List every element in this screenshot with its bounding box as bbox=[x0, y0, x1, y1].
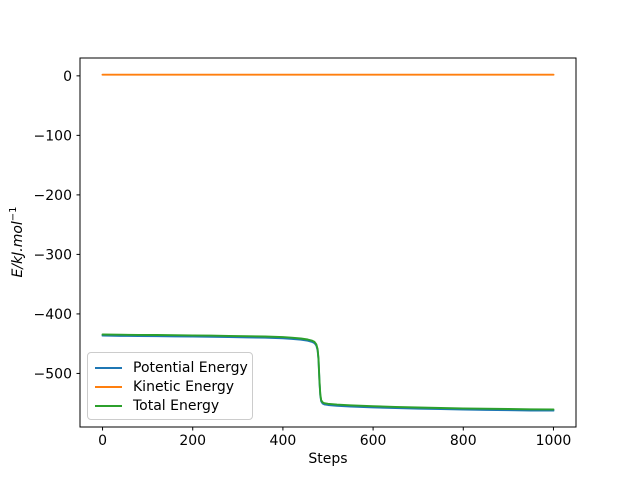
legend-label: Kinetic Energy bbox=[133, 378, 235, 395]
y-tick-label: 0 bbox=[63, 69, 72, 85]
y-tick-label: −400 bbox=[34, 307, 72, 323]
legend-label: Potential Energy bbox=[133, 359, 248, 376]
y-tick-label: −500 bbox=[34, 366, 72, 382]
x-tick-label: 400 bbox=[270, 433, 297, 449]
x-tick-label: 600 bbox=[360, 433, 387, 449]
y-axis-label-superscript: −1 bbox=[8, 206, 20, 222]
x-axis-label: Steps bbox=[308, 451, 348, 467]
legend-line-sample-total bbox=[95, 404, 122, 407]
legend-item-potential-energy: Potential Energy bbox=[95, 358, 248, 377]
y-tick-label: −300 bbox=[34, 247, 72, 263]
y-tick-label: −100 bbox=[34, 128, 72, 144]
legend-line-sample-potential bbox=[95, 366, 122, 369]
x-tick-label: 800 bbox=[450, 433, 477, 449]
legend-item-kinetic-energy: Kinetic Energy bbox=[95, 377, 244, 396]
legend-line-sample-kinetic bbox=[95, 385, 122, 388]
series-line-total-energy bbox=[101, 333, 555, 411]
axes-spines bbox=[79, 57, 577, 428]
y-axis-label-base: E/kJ.mol bbox=[9, 221, 26, 278]
y-tick-label: −200 bbox=[34, 188, 72, 204]
legend: Potential Energy Kinetic Energy Total En… bbox=[87, 352, 253, 420]
legend-label: Total Energy bbox=[133, 397, 220, 414]
legend-item-total-energy: Total Energy bbox=[95, 396, 244, 415]
y-axis-label: E/kJ.mol−1 bbox=[8, 206, 26, 277]
x-tick-label: 200 bbox=[179, 433, 206, 449]
x-tick-label: 1000 bbox=[536, 433, 572, 449]
x-tick-label: 0 bbox=[98, 433, 107, 449]
